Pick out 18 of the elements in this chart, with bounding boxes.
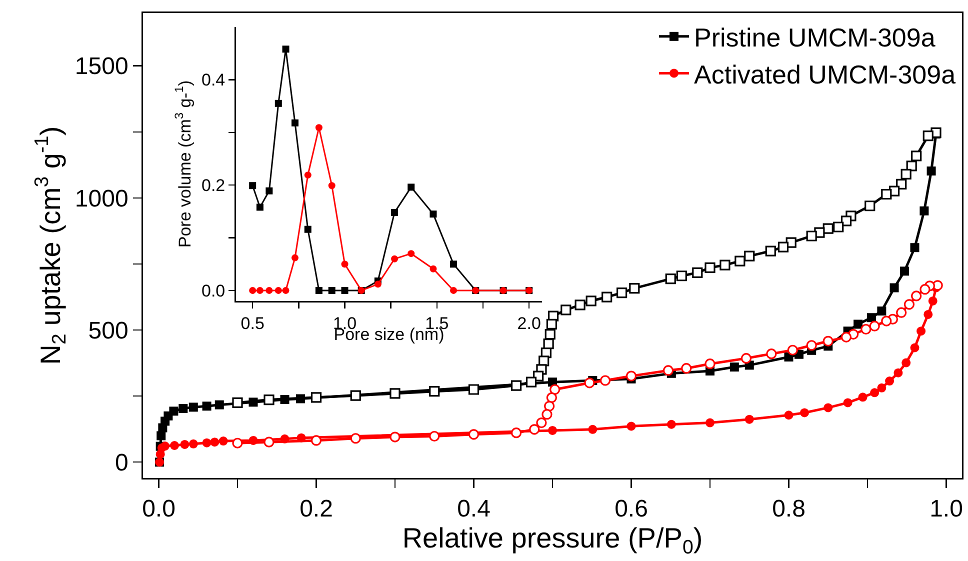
y-tick-label: 500 xyxy=(88,317,128,344)
legend-label: Pristine UMCM-309a xyxy=(694,22,936,53)
y-tick-label: 0 xyxy=(114,450,128,477)
x-tick-label: 0.8 xyxy=(772,496,806,523)
x-axis-title: Relative pressure (P/P$_{0}$) xyxy=(402,522,703,559)
legend-label: Activated UMCM-309a xyxy=(694,59,956,90)
x-tick-label: 1.0 xyxy=(930,496,963,523)
x-tick-label: 0.5 xyxy=(240,314,264,333)
x-tick-label: 0.4 xyxy=(457,496,490,523)
y-tick-label: 1000 xyxy=(74,185,128,212)
x-tick-label: 0.6 xyxy=(614,496,648,523)
y-tick-label: 1500 xyxy=(74,53,128,80)
x-tick-label: 0.0 xyxy=(142,496,176,523)
x-tick-label: 2.0 xyxy=(517,314,541,333)
y-tick-label: 0.4 xyxy=(202,70,226,90)
x-tick-label: 0.2 xyxy=(300,496,333,523)
y-tick-label: 0.2 xyxy=(202,176,226,196)
y-tick-label: 0.0 xyxy=(202,281,226,300)
